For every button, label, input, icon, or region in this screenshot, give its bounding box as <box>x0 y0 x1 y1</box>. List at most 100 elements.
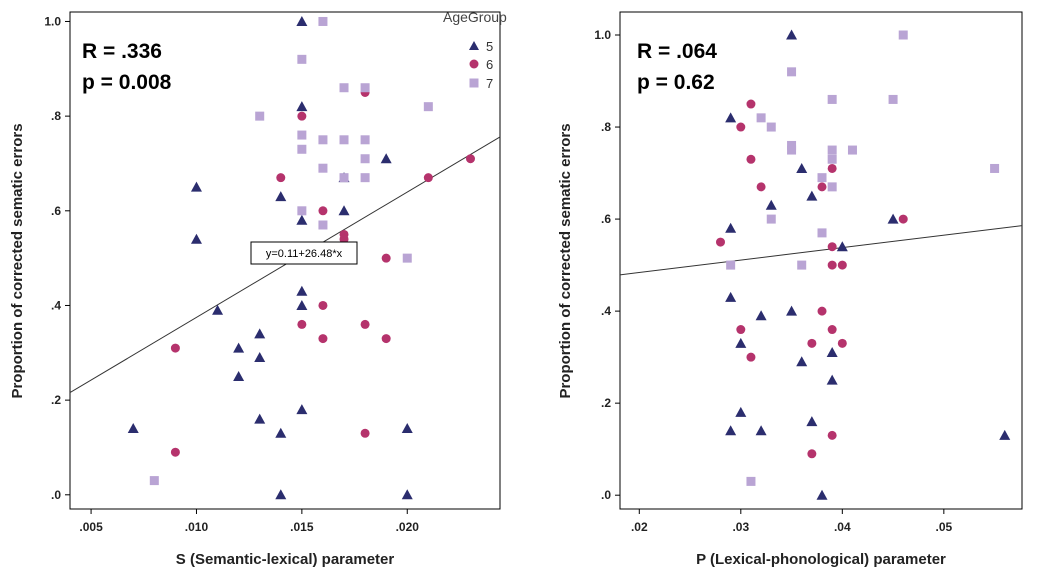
data-point-age-7 <box>827 94 837 104</box>
data-point-age-6 <box>827 430 837 440</box>
data-point-age-6 <box>837 338 847 348</box>
data-point-age-5 <box>296 214 308 225</box>
y-axis-title: Proportion of corrected sematic errors <box>557 123 574 398</box>
data-point-age-7 <box>318 16 328 26</box>
data-point-age-5 <box>233 342 245 353</box>
y-axis-title: Proportion of corrected sematic errors <box>9 123 26 398</box>
data-point-age-5 <box>401 489 413 500</box>
y-tick-label: .2 <box>601 396 611 410</box>
data-point-age-6 <box>837 260 847 270</box>
data-point-age-6 <box>736 325 746 335</box>
data-point-age-7 <box>339 173 349 183</box>
data-point-age-5 <box>401 423 413 434</box>
data-point-age-6 <box>360 319 370 329</box>
x-tick-label: .05 <box>935 520 952 534</box>
data-point-age-6 <box>318 300 328 310</box>
data-point-age-5 <box>755 310 767 321</box>
r-value: R = .336 <box>82 40 162 63</box>
data-point-age-5 <box>806 416 818 427</box>
p-value: p = 0.008 <box>82 71 172 94</box>
legend-label-6: 6 <box>486 57 493 72</box>
data-point-age-7 <box>797 260 807 270</box>
r-value: R = .064 <box>637 40 717 63</box>
data-point-age-7 <box>817 173 827 183</box>
data-point-age-6 <box>827 163 837 173</box>
legend-title: AgeGroup <box>443 9 507 25</box>
data-point-age-5 <box>836 241 848 252</box>
data-point-age-5 <box>999 429 1011 440</box>
y-tick-label: .0 <box>51 488 61 502</box>
data-point-age-6 <box>318 334 328 344</box>
data-point-age-7 <box>898 30 908 40</box>
data-point-age-5 <box>755 425 767 436</box>
x-tick-label: .02 <box>631 520 648 534</box>
data-point-age-5 <box>127 423 139 434</box>
data-point-age-6 <box>827 242 837 252</box>
data-point-age-5 <box>296 299 308 310</box>
data-point-age-7 <box>888 94 898 104</box>
data-point-age-6 <box>736 122 746 132</box>
data-point-age-7 <box>756 113 766 123</box>
y-tick-label: .6 <box>51 204 61 218</box>
y-tick-label: .4 <box>51 298 61 312</box>
data-point-age-6 <box>381 253 391 263</box>
x-tick-label: .020 <box>396 520 420 534</box>
data-point-age-7 <box>297 130 307 140</box>
data-point-age-6 <box>276 173 286 183</box>
y-tick-label: .8 <box>51 109 61 123</box>
data-point-age-6 <box>898 214 908 224</box>
scatter-panel-phonological: R = .064 p = 0.62 Proportion of correcte… <box>540 0 1037 578</box>
data-point-age-5 <box>190 181 202 192</box>
legend-square-icon <box>469 78 479 88</box>
data-point-age-5 <box>796 356 808 367</box>
data-point-age-7 <box>990 163 1000 173</box>
data-point-age-6 <box>756 182 766 192</box>
data-point-age-6 <box>360 428 370 438</box>
y-tick-label: .4 <box>601 304 611 318</box>
data-point-age-6 <box>339 234 349 244</box>
data-point-age-6 <box>807 449 817 459</box>
data-point-age-5 <box>296 15 308 26</box>
regression-line <box>619 225 1023 276</box>
data-point-age-6 <box>423 173 433 183</box>
data-point-age-5 <box>233 370 245 381</box>
data-point-age-7 <box>360 83 370 93</box>
scatter-chart-phonological: R = .064 p = 0.62 Proportion of correcte… <box>557 11 1023 568</box>
data-point-age-7 <box>787 145 797 155</box>
data-point-age-7 <box>297 144 307 154</box>
data-point-age-5 <box>254 352 266 363</box>
data-point-age-7 <box>255 111 265 121</box>
data-point-age-7 <box>423 102 433 112</box>
data-point-age-7 <box>787 140 797 150</box>
data-point-age-7 <box>827 154 837 164</box>
data-point-age-5 <box>887 213 899 224</box>
fit-equation-label: y=0.11+26.48*x <box>266 248 343 260</box>
data-point-age-5 <box>190 233 202 244</box>
scatter-chart-semantic: R = .336 p = 0.008 AgeGroup 5 6 7 Propor… <box>9 9 507 568</box>
x-tick-label: .03 <box>732 520 749 534</box>
data-point-age-7 <box>360 173 370 183</box>
plot-area <box>619 11 1023 510</box>
x-tick-label: .04 <box>834 520 851 534</box>
data-point-age-5 <box>725 291 737 302</box>
scatter-panel-semantic: R = .336 p = 0.008 AgeGroup 5 6 7 Propor… <box>9 9 507 568</box>
data-point-age-5 <box>212 304 224 315</box>
data-point-age-6 <box>746 352 756 362</box>
data-point-age-6 <box>807 338 817 348</box>
data-point-age-5 <box>725 425 737 436</box>
legend-label-7: 7 <box>486 76 493 91</box>
data-point-age-5 <box>275 489 287 500</box>
data-point-age-5 <box>296 404 308 415</box>
data-point-age-5 <box>786 29 798 40</box>
data-point-age-5 <box>826 347 838 358</box>
data-point-age-7 <box>827 145 837 155</box>
data-point-age-6 <box>827 325 837 335</box>
data-point-age-5 <box>786 305 798 316</box>
data-point-age-6 <box>381 334 391 344</box>
equation-box <box>250 241 358 265</box>
x-axis-title: S (Semantic-lexical) parameter <box>176 551 395 568</box>
data-point-age-7 <box>766 214 776 224</box>
data-point-age-7 <box>817 228 827 238</box>
legend-triangle-icon <box>469 41 479 50</box>
data-point-age-6 <box>817 182 827 192</box>
